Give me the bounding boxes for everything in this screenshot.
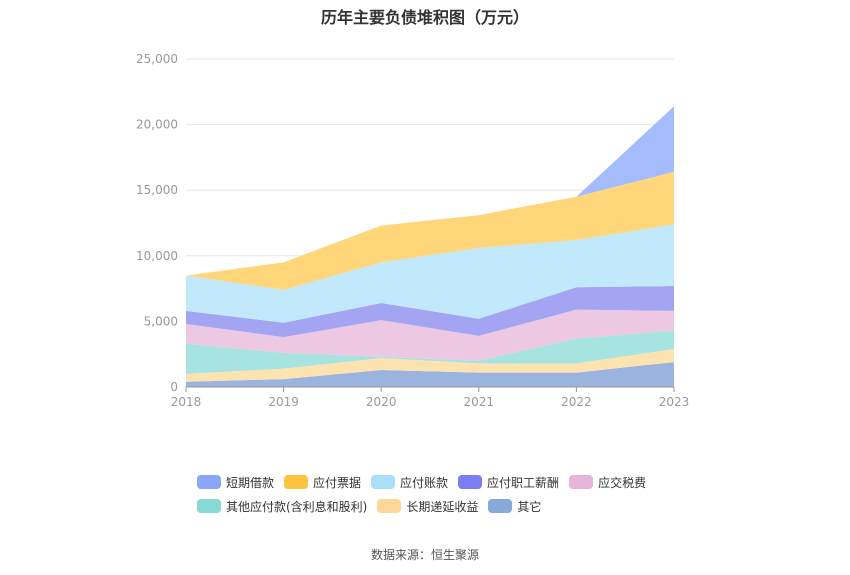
legend-item[interactable]: 其它: [488, 498, 541, 515]
legend-item[interactable]: 应交税费: [569, 474, 646, 491]
y-tick-label: 25,000: [136, 52, 178, 66]
legend-swatch: [377, 499, 402, 513]
legend-item[interactable]: 应付账款: [371, 474, 448, 491]
legend-swatch: [458, 475, 483, 489]
legend-item[interactable]: 短期借款: [197, 474, 274, 491]
legend-swatch: [197, 475, 221, 489]
area-series-长期递延收益: [186, 348, 674, 382]
area-series-应付账款: [186, 224, 674, 323]
area-series-应付票据: [186, 171, 674, 290]
x-tick-label: 2021: [464, 395, 495, 409]
legend-label: 应付账款: [400, 475, 449, 490]
legend-label: 短期借款: [226, 475, 275, 490]
legend-item[interactable]: 应付职工薪酬: [458, 474, 559, 491]
x-tick-label: 2020: [366, 395, 397, 409]
x-tick-label: 2019: [268, 395, 299, 409]
y-tick-label: 20,000: [136, 118, 178, 132]
legend-label: 应付职工薪酬: [487, 475, 560, 490]
y-tick-label: 10,000: [136, 249, 178, 263]
legend-item[interactable]: 长期递延收益: [377, 498, 478, 515]
legend-label: 其它: [517, 499, 542, 514]
y-tick-label: 0: [170, 380, 178, 394]
legend-label: 应交税费: [598, 475, 647, 490]
y-tick-label: 5,000: [144, 314, 178, 328]
chart-title: 历年主要负债堆积图（万元）: [320, 8, 529, 27]
x-tick-label: 2018: [171, 395, 202, 409]
chart-legend: 短期借款 应付票据 应付账款 应付职工薪酬 应交税费 其他应付款(含利息和股利) 长期递延…: [197, 472, 677, 520]
legend-row-2: 其他应付款(含利息和股利) 长期递延收益 其它: [197, 496, 677, 516]
y-tick-label: 15,000: [136, 183, 178, 197]
legend-swatch: [197, 499, 221, 513]
area-series-应付职工薪酬: [186, 285, 674, 338]
area-series-应交税费: [186, 309, 674, 361]
area-series-其它: [186, 362, 674, 387]
data-source-note: 数据来源：恒生聚源: [370, 548, 479, 562]
legend-swatch: [284, 475, 309, 489]
legend-label: 其他应付款(含利息和股利): [226, 499, 368, 514]
legend-item[interactable]: 应付票据: [284, 474, 361, 491]
legend-label: 应付票据: [313, 475, 362, 490]
legend-row-1: 短期借款 应付票据 应付账款 应付职工薪酬 应交税费: [197, 472, 677, 492]
x-tick-label: 2023: [659, 395, 690, 409]
legend-item[interactable]: 其他应付款(含利息和股利): [197, 498, 367, 515]
x-tick-label: 2022: [561, 395, 592, 409]
legend-swatch: [569, 475, 594, 489]
area-series-其他应付款(含利息和股利): [186, 330, 674, 374]
legend-swatch: [488, 499, 513, 513]
legend-swatch: [371, 475, 396, 489]
legend-label: 长期递延收益: [406, 499, 479, 514]
stacked-area-chart: 0 5,000 10,000 15,000 20,000 25,000 2018 2019 20…: [136, 52, 690, 409]
